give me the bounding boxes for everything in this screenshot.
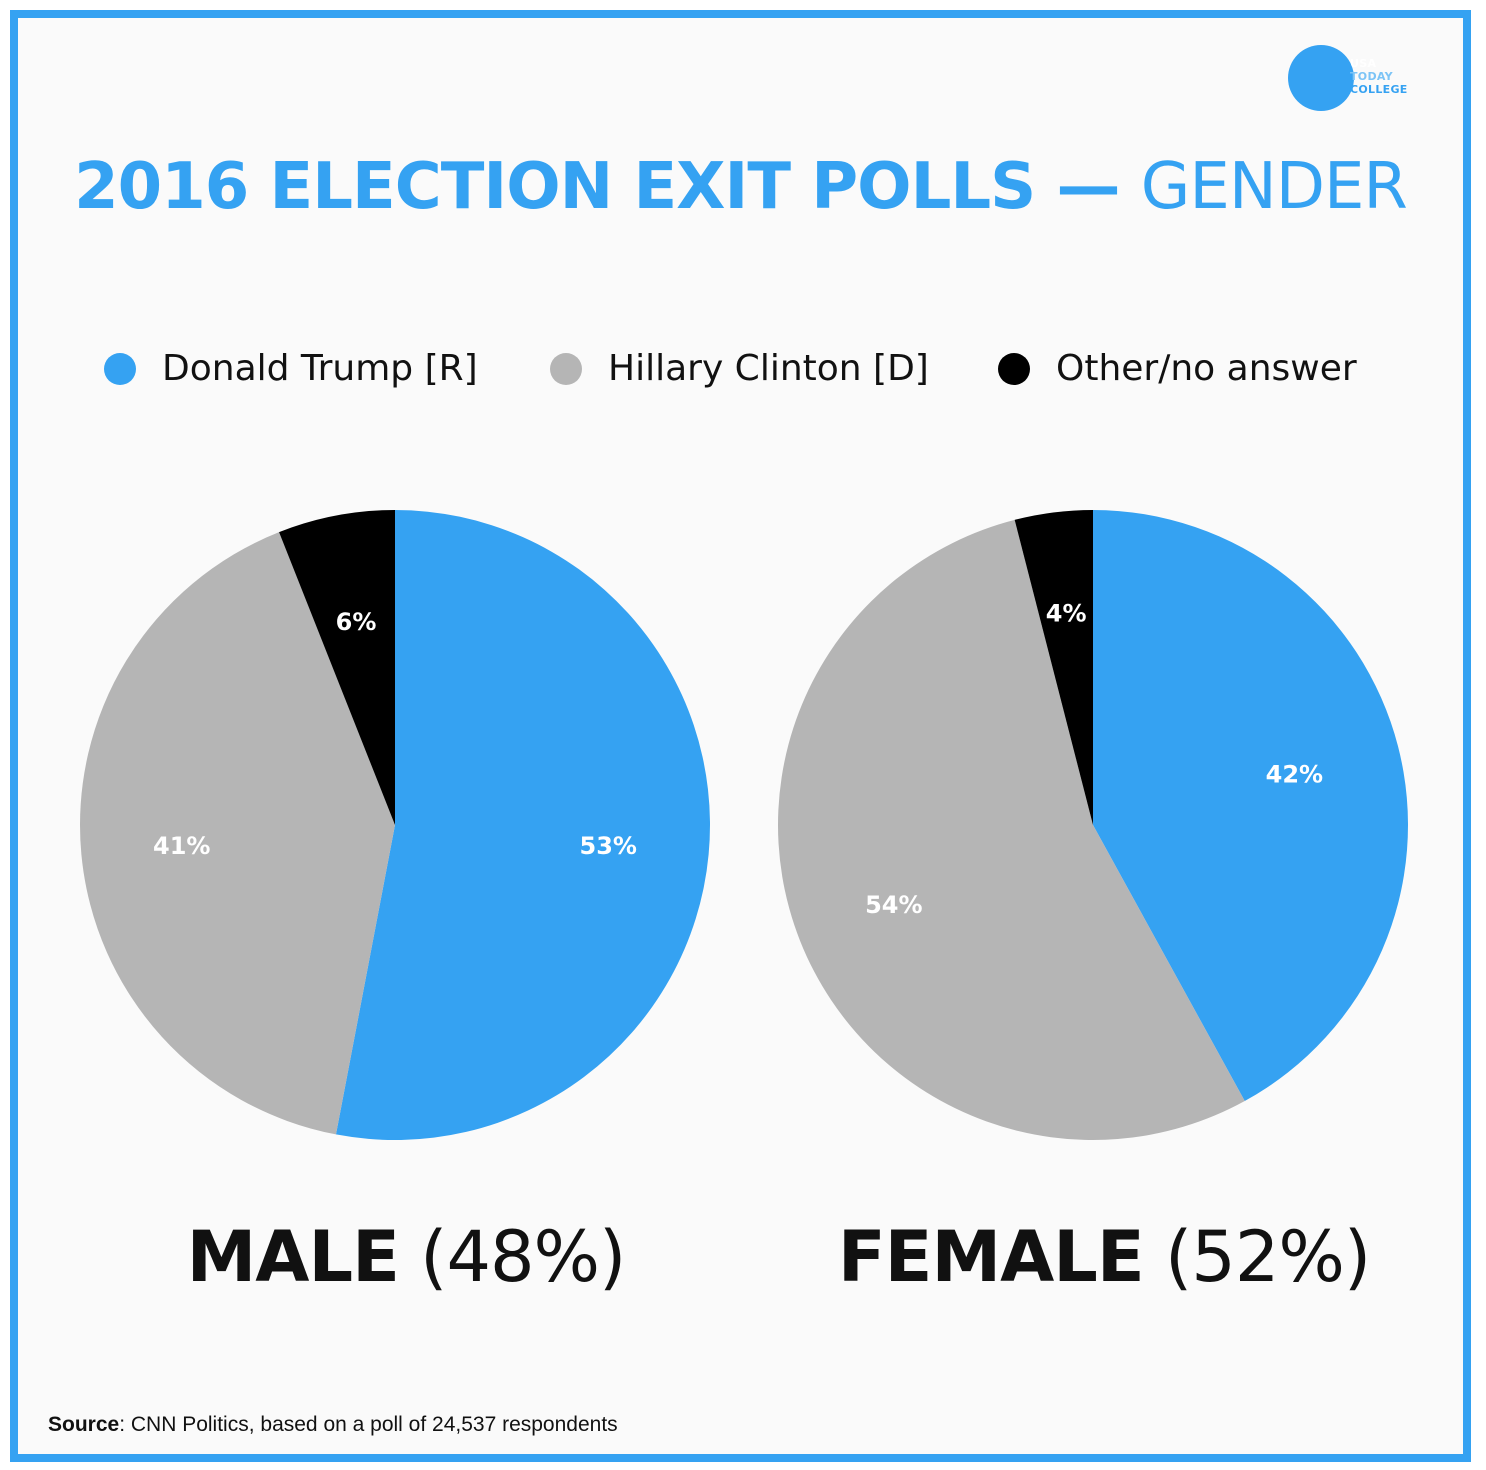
legend-dot-icon — [104, 352, 136, 385]
female-pie-title: FEMALE (52%) — [784, 1216, 1424, 1298]
trump-value-label: 53% — [580, 832, 637, 860]
male-pie: 53% 41% 6% — [79, 510, 710, 1140]
female-share: (52%) — [1164, 1216, 1371, 1298]
legend-label-other: Other/no answer — [1056, 348, 1357, 389]
title-dash: — — [1035, 150, 1141, 224]
male-share: (48%) — [420, 1216, 626, 1298]
trump-slice — [335, 510, 710, 1140]
source-text: : CNN Politics, based on a poll of 24,53… — [119, 1413, 618, 1436]
logo-text: USA TODAY COLLEGE — [1350, 57, 1408, 96]
usa-today-college-logo: USA TODAY COLLEGE — [1288, 45, 1428, 115]
trump-value-label: 42% — [1266, 760, 1323, 788]
legend-dot-icon — [998, 352, 1030, 385]
other-slice — [1014, 510, 1093, 825]
logo-line-1: USA — [1350, 57, 1377, 70]
female-title: FEMALE — [837, 1216, 1145, 1298]
legend-label-trump: Donald Trump [R] — [162, 348, 478, 389]
clinton-value-label: 54% — [865, 891, 922, 919]
clinton-slice — [79, 532, 396, 1135]
title-sub: GENDER — [1140, 150, 1408, 224]
legend-item-trump: Donald Trump [R] — [104, 348, 478, 389]
title-main: 2016 ELECTION EXIT POLLS — [74, 150, 1036, 224]
clinton-slice — [778, 519, 1245, 1140]
legend-dot-icon — [550, 352, 582, 385]
other-value-label: 6% — [336, 608, 377, 636]
page-title: 2016 ELECTION EXIT POLLS — GENDER — [18, 150, 1463, 224]
other-value-label: 4% — [1046, 599, 1087, 627]
male-pie-title: MALE (48%) — [86, 1216, 726, 1298]
legend-label-clinton: Hillary Clinton [D] — [608, 348, 929, 389]
male-title: MALE — [186, 1216, 400, 1298]
female-pie: 42% 54% 4% — [778, 510, 1409, 1140]
legend-item-clinton: Hillary Clinton [D] — [550, 348, 929, 389]
legend-item-other: Other/no answer — [998, 348, 1357, 389]
logo-circle-icon — [1288, 45, 1354, 111]
clinton-value-label: 41% — [153, 832, 210, 860]
logo-line-3: COLLEGE — [1350, 83, 1408, 96]
source-label: Source — [48, 1413, 120, 1436]
logo-line-2: TODAY — [1350, 70, 1393, 83]
source-note: Source: CNN Politics, based on a poll of… — [48, 1413, 618, 1437]
trump-slice — [1093, 510, 1409, 1102]
legend: Donald Trump [R] Hillary Clinton [D] Oth… — [104, 348, 1404, 398]
other-slice — [279, 510, 395, 825]
